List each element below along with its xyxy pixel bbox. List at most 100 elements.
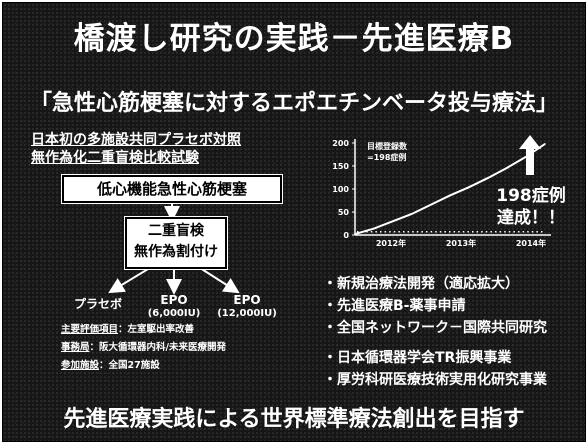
baseline-dot — [490, 231, 492, 233]
baseline-dot — [504, 231, 506, 233]
data-point — [430, 203, 432, 206]
arm-name: EPO — [233, 293, 261, 307]
baseline-dot — [518, 231, 520, 233]
arm-name: EPO — [160, 293, 188, 307]
baseline-dot — [375, 231, 377, 233]
flow-box-randomization: 二重盲検 無作為割付け — [125, 217, 227, 269]
baseline-dot — [407, 231, 410, 233]
x-tick-label: 2014年 — [516, 238, 546, 248]
baseline-dot — [453, 231, 456, 233]
bullet-item: ・日本循環器学会TR振興事業 — [323, 350, 512, 366]
badge-line-1: 198症例 — [496, 186, 566, 206]
data-point — [544, 143, 546, 145]
y-tick-label: 150 — [332, 162, 349, 171]
note-text: ：阪大循環器内科/未来医療開発 — [89, 342, 226, 353]
baseline-dot — [389, 231, 391, 233]
note-label: 主要評価項目 — [61, 324, 119, 335]
slide-title: 橋渡し研究の実践－先進医療B — [73, 21, 515, 57]
bullet-item: ・厚労科研医療技術実用化研究事業 — [323, 372, 547, 388]
arm-dose: (12,000IU) — [217, 308, 277, 319]
note-row: 事務局：阪大循環器内科/未来医療開発 — [61, 339, 311, 357]
enrollment-chart: 0 50 100 150 200 2012年 2013年 2014年 目標登録数=198症例 — [332, 139, 551, 248]
arm-epo-high: EPO (12,000IU) — [209, 293, 285, 321]
baseline-dot — [458, 231, 460, 233]
baseline-dot — [398, 231, 400, 233]
baseline-dot — [370, 231, 373, 233]
data-point — [354, 233, 356, 235]
data-point — [392, 220, 394, 222]
x-tick-label: 2012年 — [376, 238, 406, 248]
note-row: 参加施設：全国27施設 — [61, 357, 311, 375]
note-text: ：全国27施設 — [99, 360, 160, 371]
flow-arrow-right — [196, 265, 240, 294]
trial-notes: 主要評価項目：左室駆出率改善 事務局：阪大循環器内科/未来医療開発 参加施設：全… — [61, 321, 311, 375]
baseline-dot — [522, 231, 525, 233]
slide-footer: 先進医療実践による世界標準療法創出を目指す — [63, 407, 525, 432]
note-row: 主要評価項目：左室駆出率改善 — [61, 321, 311, 339]
data-point — [487, 177, 489, 179]
bullet-item: ・新規治療法開発（適応拡大） — [323, 276, 519, 292]
baseline-dot — [467, 231, 469, 233]
data-point — [506, 167, 508, 169]
arm-name: プラセボ — [73, 297, 122, 311]
baseline-dot — [513, 231, 515, 233]
trial-design-line-2: 無作為化二重盲検比較試験 — [31, 150, 199, 166]
baseline-dot — [462, 231, 465, 233]
y-tick-label: 200 — [332, 139, 349, 148]
baseline-dot — [499, 231, 502, 233]
baseline-dot — [439, 231, 442, 233]
baseline-dot — [384, 231, 387, 233]
target-annotation: 目標登録数 — [367, 141, 408, 151]
baseline-dot — [527, 231, 529, 233]
flow-arrow-left — [108, 265, 154, 294]
data-point — [373, 227, 375, 230]
up-arrow-icon — [519, 135, 541, 175]
y-tick-label: 50 — [338, 208, 350, 217]
arm-placebo: プラセボ — [63, 297, 133, 311]
y-tick-label: 100 — [332, 185, 349, 194]
baseline-dot — [416, 231, 419, 233]
bullet-item: ・先進医療B-薬事申請 — [323, 298, 466, 314]
x-tick-label: 2013年 — [446, 238, 476, 248]
y-tick-label: 0 — [343, 231, 349, 240]
data-point — [411, 213, 413, 215]
baseline-dot — [421, 231, 423, 233]
baseline-dot — [508, 231, 511, 233]
achievements-list: ・新規治療法開発（適応拡大） ・先進医療B-薬事申請 ・全国ネットワーク－国際共… — [323, 273, 585, 391]
trial-design-text: 日本初の多施設共同プラセボ対照 無作為化二重盲検比較試験 — [31, 131, 311, 167]
baseline-dot — [472, 231, 474, 233]
arm-epo-low: EPO (6,000IU) — [139, 293, 209, 321]
badge-line-2: 達成！！ — [497, 208, 565, 228]
flow-box-line-1: 二重盲検 — [148, 223, 204, 239]
baseline-dot — [531, 231, 534, 233]
baseline-dot — [536, 231, 538, 233]
trial-design-line-1: 日本初の多施設共同プラセボ対照 — [31, 132, 241, 148]
arm-dose: (6,000IU) — [147, 308, 201, 319]
baseline-dot — [435, 231, 437, 233]
baseline-dot — [481, 231, 483, 233]
baseline-dot — [430, 231, 433, 233]
baseline-dot — [476, 231, 479, 233]
baseline-dot — [380, 231, 382, 233]
baseline-dot — [357, 231, 359, 233]
baseline-dot — [403, 231, 405, 233]
baseline-dot — [426, 231, 428, 233]
baseline-dot — [485, 231, 488, 233]
flow-box-line-2: 無作為割付け — [134, 244, 218, 260]
slide-subtitle: 「急性心筋梗塞に対するエポエチンベータ投与療法」 — [29, 91, 558, 116]
baseline-dot — [449, 231, 451, 233]
baseline-dot — [495, 231, 497, 233]
data-point — [468, 186, 470, 188]
baseline-dot — [393, 231, 396, 233]
note-label: 参加施設 — [61, 360, 100, 371]
baseline-dot — [444, 231, 446, 233]
achievement-badge: 198症例 達成！！ — [481, 185, 581, 229]
note-label: 事務局 — [61, 342, 90, 353]
bullet-item: ・全国ネットワーク－国際共同研究 — [323, 320, 547, 336]
data-point — [449, 194, 451, 197]
baseline-dot — [541, 231, 543, 233]
flow-connectors — [108, 202, 240, 295]
note-text: ：左室駆出率改善 — [118, 324, 195, 335]
baseline-dot — [412, 231, 414, 233]
